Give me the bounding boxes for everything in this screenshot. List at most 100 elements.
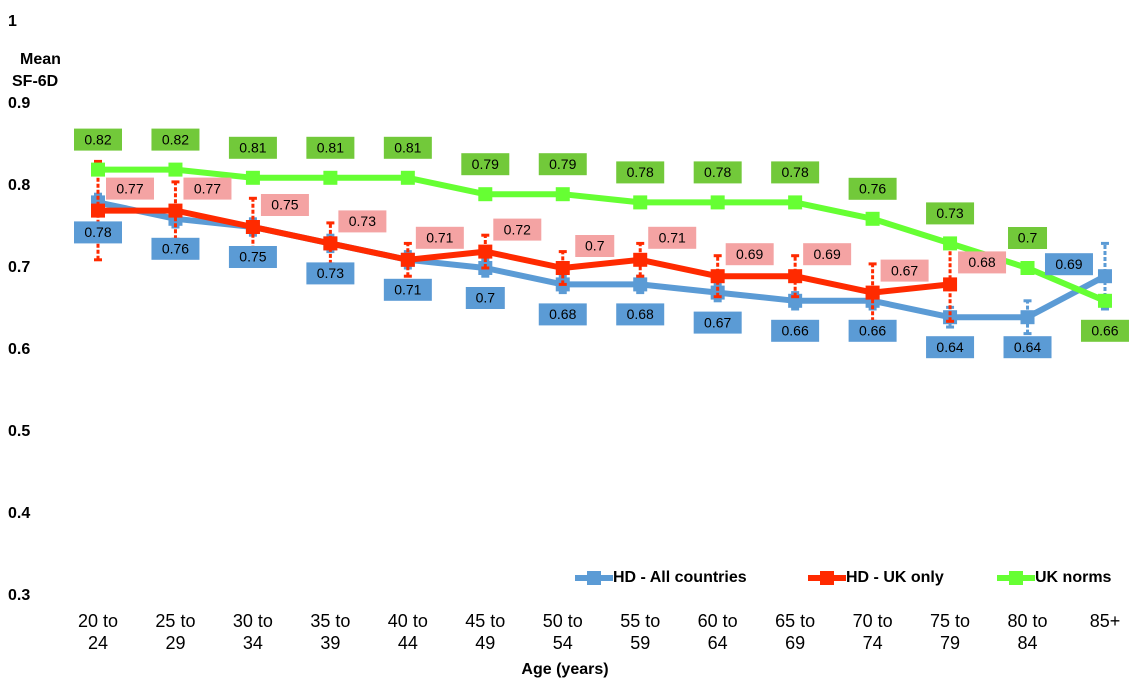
legend-marker (1009, 571, 1023, 585)
legend-marker (587, 571, 601, 585)
y-tick-label: 0.6 (8, 341, 30, 358)
x-tick-label: 75 to 79 (930, 611, 971, 653)
data-label: 0.68 (968, 254, 995, 270)
error-bar (1023, 299, 1032, 336)
data-label-box (848, 319, 897, 342)
data-label-box (926, 202, 975, 225)
data-label-box (1080, 319, 1129, 342)
marker (323, 236, 338, 251)
x-tick-label: 20 to 24 (77, 611, 119, 653)
data-label-box (260, 194, 309, 216)
y-tick-label: 0.5 (8, 423, 30, 440)
data-label: 0.81 (239, 140, 266, 156)
data-label: 0.81 (394, 140, 421, 156)
data-label-box (461, 153, 510, 176)
y-tick-label: 1 (8, 13, 17, 30)
y-tick-label: 0.4 (8, 505, 30, 522)
legend-label: HD - All countries (613, 569, 747, 586)
data-label: 0.72 (504, 221, 531, 237)
marker (788, 269, 803, 284)
data-label-box (183, 177, 232, 200)
data-label: 0.64 (1014, 339, 1041, 355)
data-label: 0.77 (194, 180, 221, 196)
marker (710, 269, 725, 284)
data-label-box (1044, 253, 1093, 276)
marker (91, 162, 105, 177)
data-label-box (74, 128, 122, 151)
data-label-box (383, 278, 432, 301)
data-label: 0.68 (549, 306, 576, 322)
data-label: 0.69 (814, 246, 841, 262)
data-label: 0.82 (162, 131, 189, 147)
data-label-box (616, 161, 665, 184)
data-label: 0.75 (239, 249, 266, 265)
y-tick-label: 0.3 (8, 587, 30, 604)
data-label-box (465, 287, 505, 309)
x-tick-label: 85+ (1089, 611, 1121, 631)
y-axis-label: Mean (20, 51, 61, 68)
data-label: 0.68 (627, 306, 654, 322)
marker (1020, 310, 1035, 325)
data-label-box (151, 128, 200, 151)
marker (555, 187, 570, 202)
x-tick-label: 55 to 59 (620, 611, 661, 653)
marker (400, 170, 415, 185)
marker (633, 277, 648, 292)
y-tick-label: 0.9 (8, 95, 30, 112)
data-label: 0.66 (1091, 323, 1118, 339)
data-label-box (383, 136, 432, 159)
x-tick-label: 65 to 69 (775, 611, 816, 653)
marker (478, 244, 493, 259)
data-label: 0.7 (1018, 230, 1038, 246)
marker (943, 277, 958, 292)
data-label-box (616, 303, 665, 326)
error-bar (636, 241, 645, 278)
marker (323, 170, 338, 185)
marker (710, 195, 725, 210)
error-bar (558, 250, 567, 286)
data-label-box (648, 226, 697, 249)
x-tick-label: 25 to 29 (155, 611, 196, 653)
data-label: 0.71 (394, 282, 421, 298)
data-label-box (926, 336, 975, 359)
data-label: 0.67 (704, 314, 731, 330)
data-label: 0.7 (476, 290, 496, 306)
data-label-box (538, 303, 587, 326)
data-label: 0.77 (116, 180, 143, 196)
marker (400, 252, 415, 267)
data-label-box (693, 311, 742, 334)
marker (865, 285, 880, 300)
legend-marker (820, 571, 834, 585)
data-label: 0.69 (1055, 256, 1082, 272)
data-label: 0.76 (859, 181, 886, 197)
marker (91, 203, 105, 218)
data-label: 0.78 (627, 164, 654, 180)
marker (1020, 261, 1035, 275)
data-label: 0.75 (271, 197, 298, 213)
marker (1097, 269, 1112, 284)
data-label-box (848, 177, 897, 200)
data-label: 0.71 (659, 230, 686, 246)
data-label: 0.73 (349, 213, 376, 229)
data-label-box (538, 153, 587, 176)
marker (478, 187, 493, 202)
data-label: 0.64 (936, 339, 963, 355)
data-label: 0.78 (84, 224, 111, 240)
data-label-box (415, 226, 464, 249)
data-label-box (151, 237, 200, 260)
series-line (98, 207, 951, 296)
data-label: 0.66 (859, 323, 886, 339)
legend-label: UK norms (1035, 569, 1112, 586)
data-label-box (575, 235, 615, 257)
data-label: 0.81 (317, 140, 344, 156)
data-label: 0.79 (549, 156, 576, 172)
data-label-box (803, 243, 852, 266)
y-tick-label: 0.7 (8, 259, 30, 276)
data-label-box (228, 246, 277, 268)
x-tick-label: 80 to 84 (1007, 611, 1048, 653)
data-label: 0.7 (585, 238, 605, 254)
x-tick-label: 30 to 34 (232, 611, 273, 653)
marker (633, 195, 648, 210)
data-label-box (693, 161, 742, 184)
